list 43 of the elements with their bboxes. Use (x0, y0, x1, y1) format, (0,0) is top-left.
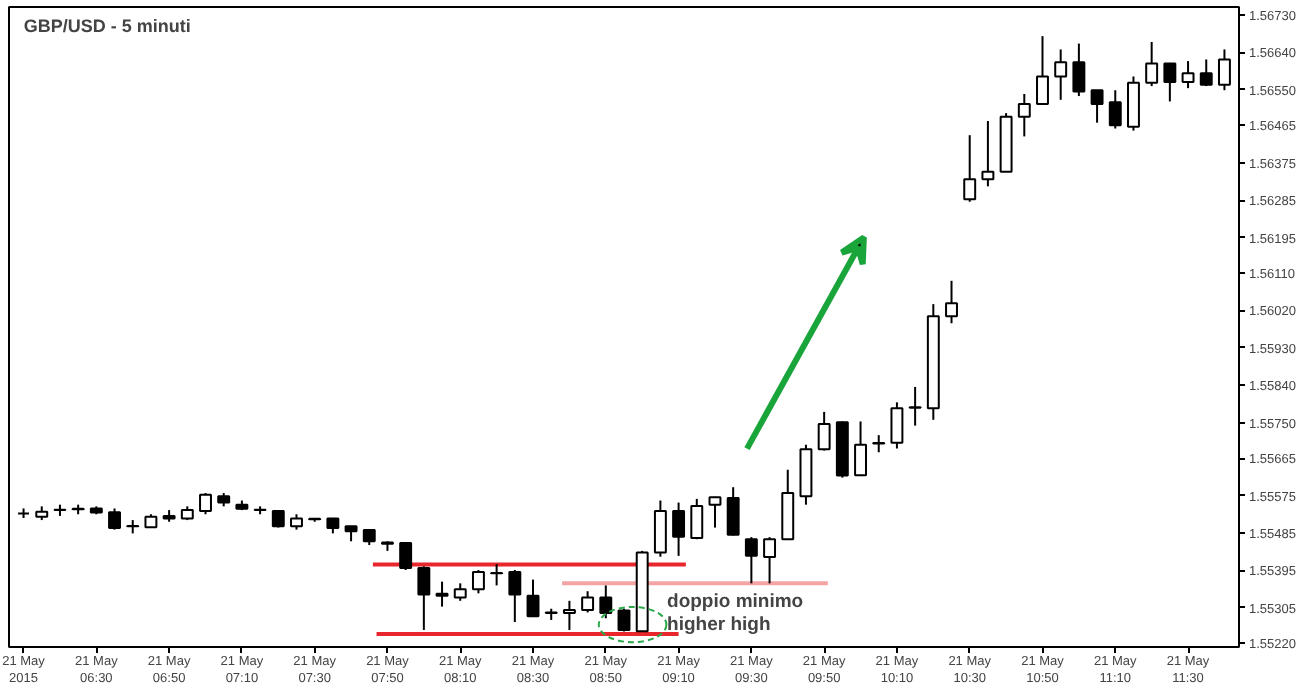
candlestick (963, 134, 977, 203)
candlestick (908, 385, 922, 427)
candlestick (981, 120, 995, 188)
candlestick (490, 563, 504, 587)
candlestick (108, 507, 121, 531)
candlestick (1108, 89, 1122, 130)
annotation: higher high (667, 614, 771, 637)
candlestick (1036, 35, 1049, 105)
annotation: doppio minimo (667, 591, 804, 614)
candlestick (1199, 58, 1213, 88)
text: GBP/USD - 5 minuti (23, 15, 191, 36)
candlestick (708, 495, 722, 529)
candlestick (399, 541, 413, 572)
candlestick (471, 569, 485, 595)
candlestick (653, 499, 667, 558)
candlestick (599, 584, 613, 620)
candlestick (199, 492, 212, 516)
candlestick (1017, 92, 1031, 138)
candlestick (1090, 89, 1104, 124)
candlestick (763, 536, 777, 585)
candlestick (562, 599, 576, 631)
candlestick (1145, 40, 1159, 88)
candlestick (581, 590, 595, 614)
candlestick (1217, 48, 1231, 92)
candlestick (817, 410, 831, 452)
candlestick (744, 536, 758, 585)
candlestick (945, 279, 958, 325)
candlestick (508, 569, 522, 624)
candlestick (672, 501, 686, 557)
candlestick (854, 420, 867, 477)
candlestick (1127, 75, 1140, 132)
candlestick (1054, 48, 1068, 101)
candlestick (1072, 42, 1086, 98)
candlestick (726, 486, 740, 537)
candlestick (417, 565, 431, 631)
candlestick (890, 401, 904, 450)
candlestick (435, 580, 449, 608)
candlestick (1181, 60, 1195, 90)
candlestick (781, 468, 795, 541)
candlestick (690, 497, 704, 541)
candlestick (799, 443, 813, 506)
candlestick (1163, 62, 1177, 103)
candlestick (526, 578, 540, 618)
